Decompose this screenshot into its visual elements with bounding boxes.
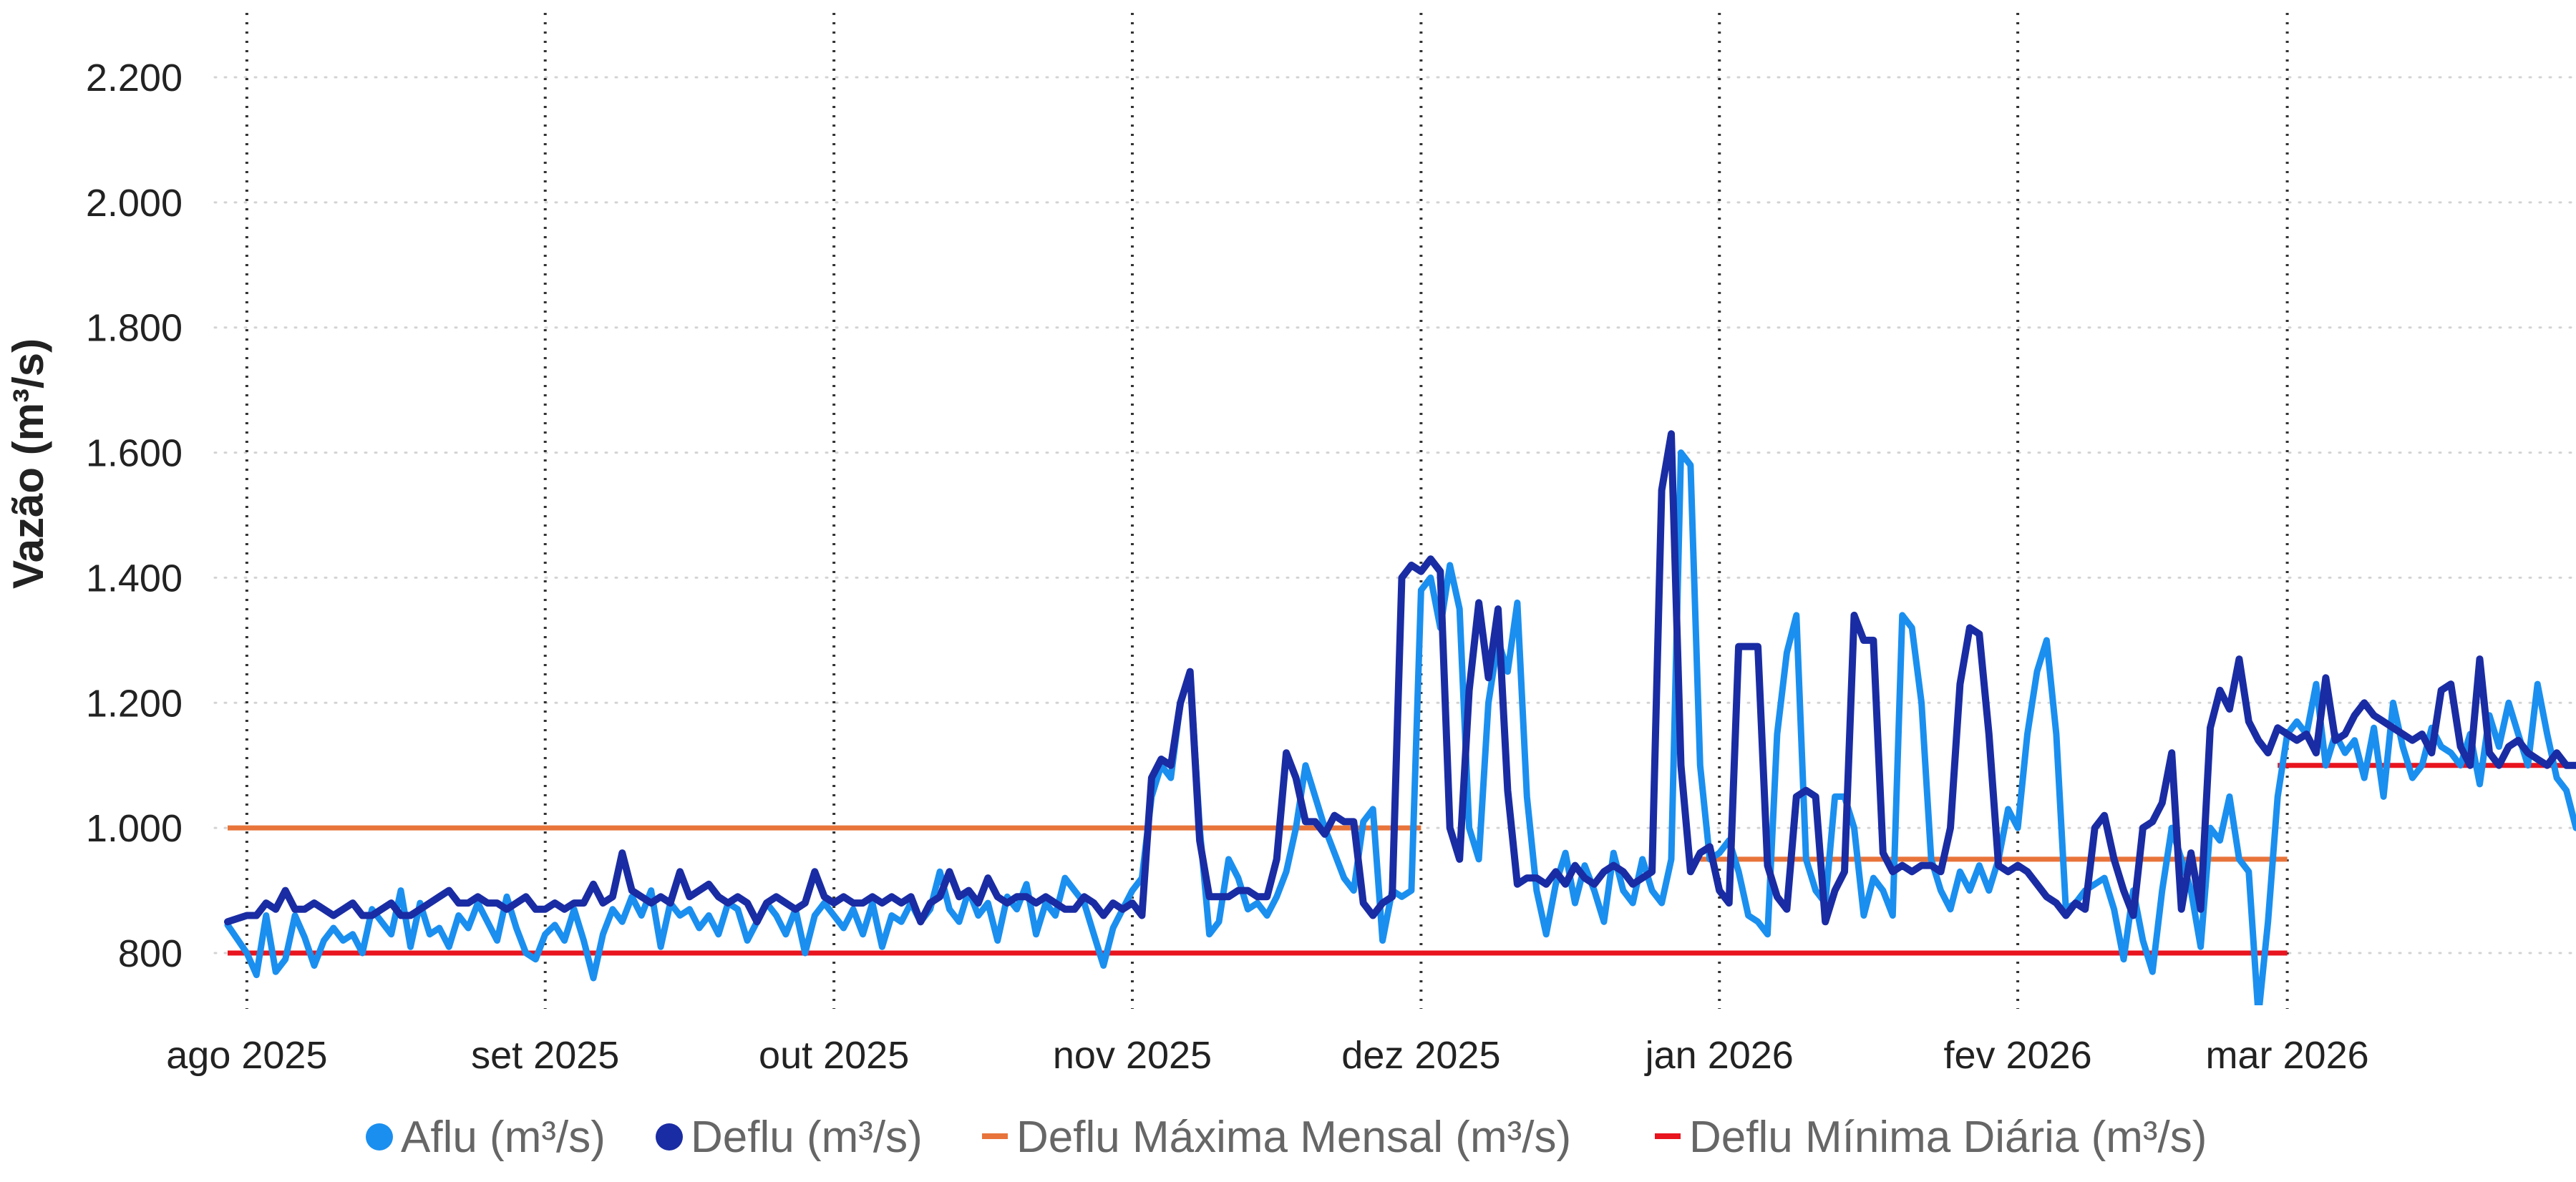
legend-label: Deflu Máxima Mensal (m³/s) [1016, 1113, 1571, 1162]
legend-marker [982, 1133, 1008, 1139]
y-tick-label: 1.600 [86, 432, 183, 475]
y-tick-label: 1.000 [86, 807, 183, 850]
y-axis-ticks: 800 1.000 1.200 1.400 1.600 1.800 2.000 2.200 [86, 57, 183, 975]
y-tick-label: 1.400 [86, 557, 183, 600]
legend-label: Deflu (m³/s) [691, 1113, 923, 1162]
x-tick-label: set 2025 [471, 1034, 619, 1077]
legend-marker [366, 1123, 393, 1151]
x-tick-label: jan 2026 [1644, 1034, 1794, 1077]
series-layer [224, 430, 2576, 1005]
x-tick-label: ago 2025 [166, 1034, 327, 1077]
legend-marker [656, 1123, 683, 1151]
y-tick-label: 1.200 [86, 682, 183, 725]
x-tick-label: nov 2025 [1053, 1034, 1212, 1077]
x-tick-label: fev 2026 [1944, 1034, 2092, 1077]
plot-area [224, 430, 2576, 1005]
aflu-series-line [224, 449, 2576, 1005]
legend-marker [1655, 1133, 1681, 1139]
x-tick-label: dez 2025 [1341, 1034, 1500, 1077]
deflu-series-line [224, 430, 2576, 926]
legend-label: Deflu Mínima Diária (m³/s) [1689, 1113, 2207, 1162]
y-tick-label: 800 [118, 932, 183, 975]
y-axis-label: Vazão (m³/s) [4, 338, 52, 589]
legend-label: Aflu (m³/s) [401, 1113, 606, 1162]
x-tick-label: mar 2026 [2206, 1034, 2369, 1077]
legend: Aflu (m³/s) Deflu (m³/s) Deflu Máxima Mens… [366, 1113, 2207, 1162]
vertical-gridlines [245, 13, 2289, 1009]
y-tick-label: 1.800 [86, 307, 183, 350]
y-tick-label: 2.000 [86, 182, 183, 225]
y-tick-label: 2.200 [86, 57, 183, 99]
x-axis-ticks: ago 2025 set 2025 out 2025 nov 2025 dez 2025… [166, 1034, 2368, 1077]
x-tick-label: out 2025 [759, 1034, 909, 1077]
